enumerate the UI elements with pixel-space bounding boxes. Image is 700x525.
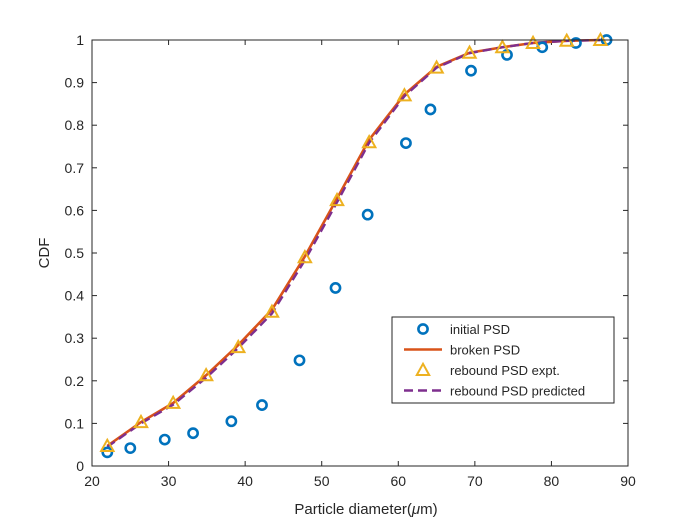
legend-swatch-triangle [415, 361, 431, 376]
legend-label: initial PSD [450, 322, 510, 337]
x-tick-label: 50 [314, 473, 330, 489]
x-axis-label-text: Particle diameter( [294, 501, 412, 518]
data-point-triangle [361, 133, 378, 149]
data-point-circle [225, 415, 238, 428]
data-point-triangle [592, 31, 609, 46]
x-axis-label: Particle diameter(μm) [294, 501, 437, 518]
data-point-circle [187, 427, 199, 440]
y-tick-label: 0.2 [65, 373, 85, 389]
y-tick-label: 0.4 [65, 288, 85, 304]
x-tick-label: 30 [161, 473, 177, 489]
series-rebound-psd-expt- [99, 31, 609, 452]
y-tick-label: 0.7 [65, 160, 85, 176]
data-point-triangle [165, 394, 182, 409]
data-point-triangle [494, 38, 511, 54]
data-point-circle [124, 442, 137, 455]
data-point-triangle [525, 34, 541, 49]
x-tick-label: 40 [237, 473, 253, 489]
data-point-circle [465, 64, 477, 77]
data-point-triangle [461, 44, 478, 59]
data-point-circle [329, 282, 342, 294]
y-tick-label: 1 [76, 32, 84, 48]
data-point-circle [101, 446, 114, 459]
legend-label: rebound PSD predicted [450, 384, 585, 399]
data-point-triangle [264, 303, 280, 318]
legend-box [391, 316, 615, 404]
y-tick-label: 0.8 [65, 117, 85, 133]
data-point-circle [361, 208, 374, 221]
data-point-triangle [198, 367, 214, 382]
legend: initial PSD broken PSD rebound PSD expt. re… [391, 316, 615, 404]
x-axis-label-greek: μ [411, 501, 420, 518]
data-point-triangle [230, 338, 247, 354]
axes-box [91, 39, 629, 467]
x-tick-label: 90 [620, 473, 636, 489]
data-point-triangle [99, 437, 116, 452]
legend-label: broken PSD [450, 343, 520, 358]
data-point-circle [158, 433, 171, 446]
x-tick-label: 20 [84, 473, 100, 489]
data-point-triangle [133, 413, 149, 429]
x-tick-label: 80 [544, 473, 560, 489]
x-tick-label: 70 [467, 473, 483, 489]
data-point-circle [400, 137, 412, 149]
data-point-triangle [329, 191, 345, 207]
data-point-circle [293, 354, 306, 367]
x-tick-label: 60 [390, 473, 406, 489]
y-tick-label: 0 [76, 458, 84, 474]
data-point-triangle [396, 87, 413, 102]
data-point-circle [424, 103, 437, 116]
y-axis-label: CDF [36, 238, 53, 269]
x-axis-label-unit: m) [420, 501, 438, 518]
ticks-layer: 20 30 40 50 60 70 80 90 0 0.1 0.2 0.3 0.4 0.5 0.6 0.7 0.… [65, 32, 636, 489]
data-point-triangle [428, 59, 445, 74]
data-point-circle [256, 399, 268, 411]
legend-label: rebound PSD expt. [450, 363, 560, 378]
y-tick-label: 0.9 [65, 75, 85, 91]
series-line-rebound-psd-predicted [106, 38, 601, 448]
y-tick-label: 0.3 [65, 330, 85, 346]
y-tick-label: 0.1 [65, 415, 85, 431]
data-point-triangle [296, 249, 313, 264]
y-tick-label: 0.6 [65, 202, 85, 218]
y-tick-label: 0.5 [65, 245, 85, 261]
legend-swatch-circle [417, 323, 429, 335]
